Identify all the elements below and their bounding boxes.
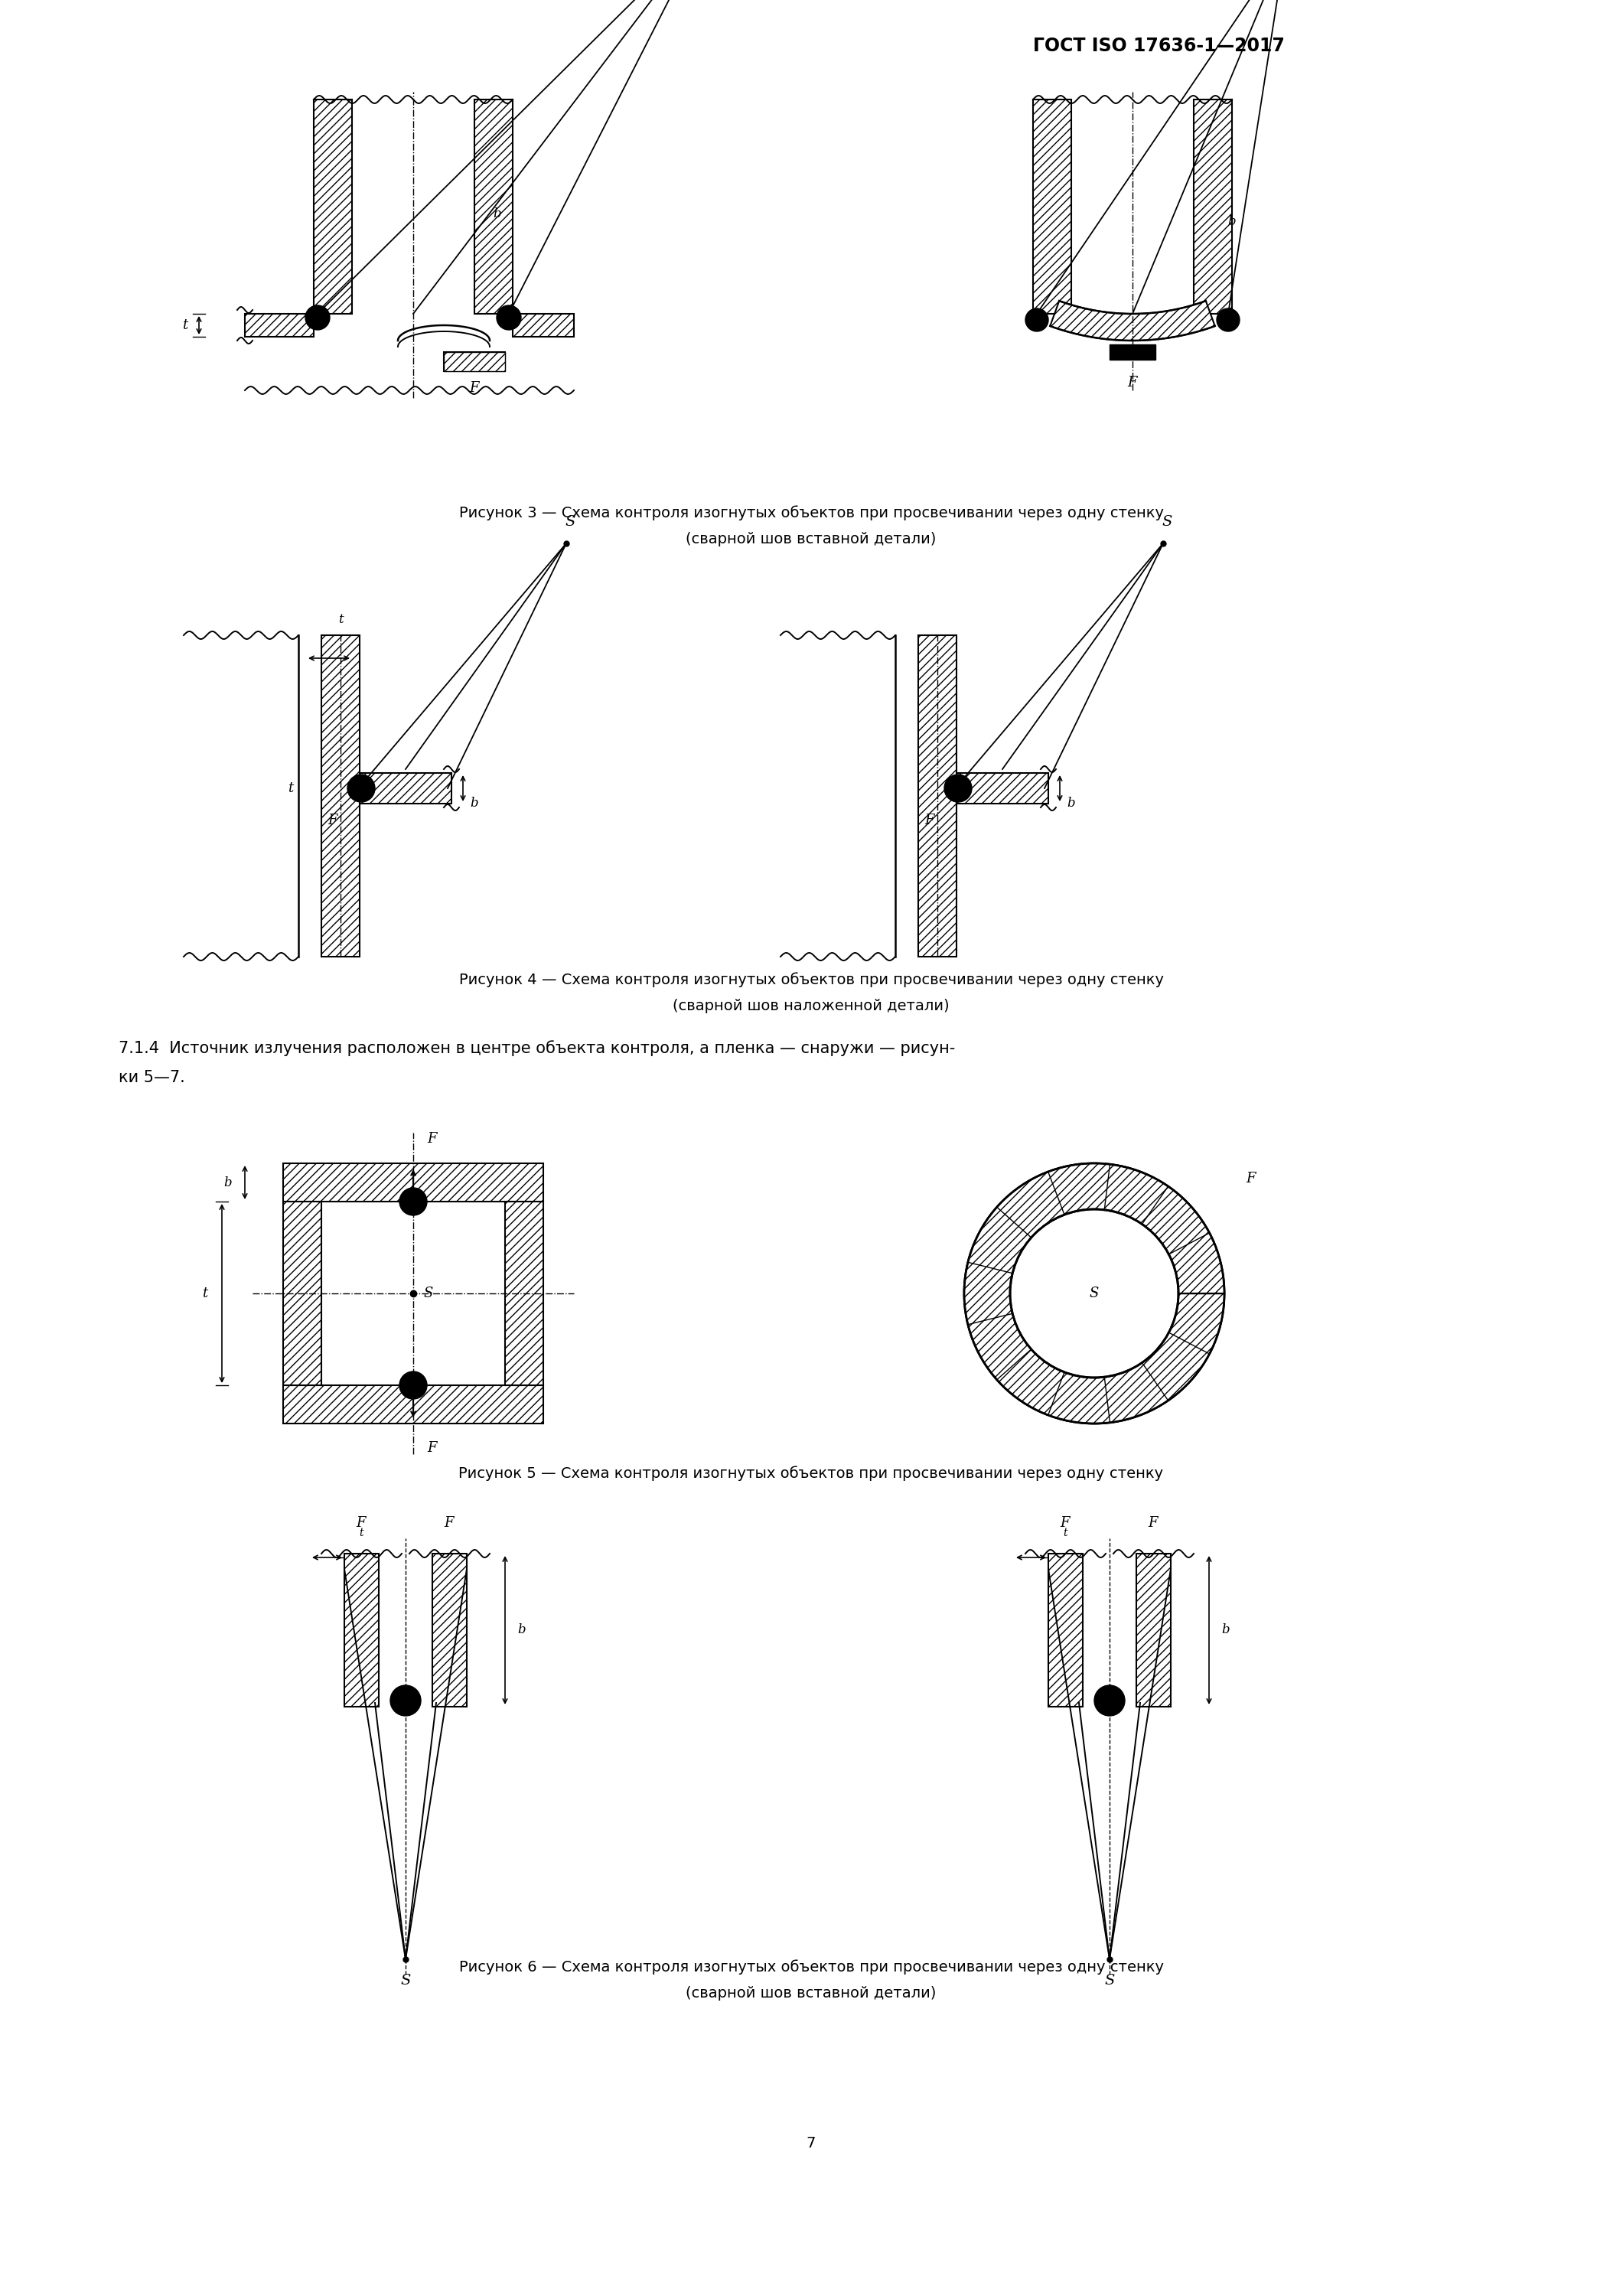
Circle shape <box>964 1164 1224 1424</box>
Text: F: F <box>1246 1171 1256 1185</box>
Text: F: F <box>357 1515 365 1529</box>
Circle shape <box>945 774 972 801</box>
Bar <box>443 351 505 372</box>
Text: Рисунок 3 — Схема контроля изогнутых объектов при просвечивании через одну стенк: Рисунок 3 — Схема контроля изогнутых объ… <box>459 505 1164 521</box>
Circle shape <box>399 1371 427 1398</box>
Circle shape <box>347 774 375 801</box>
Text: t: t <box>359 1527 364 1538</box>
Text: F: F <box>925 813 935 827</box>
Bar <box>1136 1554 1170 1706</box>
Bar <box>513 315 575 338</box>
Circle shape <box>497 305 521 331</box>
Bar <box>505 1201 544 1384</box>
Text: F: F <box>427 1442 437 1456</box>
Polygon shape <box>1050 301 1216 340</box>
Bar <box>321 636 360 957</box>
Text: F: F <box>469 381 479 395</box>
Text: b: b <box>493 209 502 220</box>
Text: t: t <box>338 613 342 627</box>
Text: t: t <box>203 1286 208 1300</box>
Text: F: F <box>1149 1515 1157 1529</box>
Polygon shape <box>964 1164 1224 1424</box>
Text: b: b <box>471 797 479 810</box>
Bar <box>282 1164 544 1201</box>
Bar <box>956 774 1048 804</box>
Text: (сварной шов вставной детали): (сварной шов вставной детали) <box>687 1986 936 2000</box>
Text: S: S <box>1104 1975 1115 1988</box>
Bar <box>245 315 313 338</box>
Text: F: F <box>328 813 338 827</box>
Text: b: b <box>1222 1623 1230 1637</box>
Circle shape <box>1010 1210 1178 1378</box>
Text: F: F <box>427 1132 437 1146</box>
Text: ки 5—7.: ки 5—7. <box>118 1070 185 1086</box>
Text: t: t <box>1063 1527 1068 1538</box>
Bar <box>443 351 505 372</box>
Circle shape <box>1217 308 1240 331</box>
Circle shape <box>1026 308 1048 331</box>
Text: t: t <box>182 319 188 333</box>
Bar <box>919 636 956 957</box>
Bar <box>282 1384 544 1424</box>
Text: t: t <box>287 781 294 794</box>
Bar <box>344 1554 378 1706</box>
Bar <box>1048 1554 1083 1706</box>
Bar <box>313 99 352 315</box>
Circle shape <box>305 305 329 331</box>
Text: F: F <box>445 1515 454 1529</box>
Text: Рисунок 6 — Схема контроля изогнутых объектов при просвечивании через одну стенк: Рисунок 6 — Схема контроля изогнутых объ… <box>459 1958 1164 1975</box>
Text: 7: 7 <box>807 2135 816 2149</box>
Text: F: F <box>1060 1515 1070 1529</box>
Bar <box>474 99 513 315</box>
Text: 7.1.4  Источник излучения расположен в центре объекта контроля, а пленка — снару: 7.1.4 Источник излучения расположен в це… <box>118 1040 956 1056</box>
Text: F: F <box>1128 377 1138 390</box>
Bar <box>1110 344 1156 360</box>
Text: S: S <box>1162 514 1172 528</box>
Circle shape <box>1094 1685 1125 1715</box>
Bar <box>360 774 451 804</box>
Bar <box>432 1554 467 1706</box>
Circle shape <box>399 1187 427 1215</box>
Bar <box>1032 99 1071 315</box>
Text: S: S <box>565 514 575 528</box>
Bar <box>282 1201 321 1384</box>
Text: Рисунок 5 — Схема контроля изогнутых объектов при просвечивании через одну стенк: Рисунок 5 — Схема контроля изогнутых объ… <box>459 1465 1164 1481</box>
Text: ГОСТ ISO 17636-1—2017: ГОСТ ISO 17636-1—2017 <box>1032 37 1285 55</box>
Text: S: S <box>424 1286 433 1300</box>
Text: S: S <box>1089 1286 1099 1300</box>
Text: b: b <box>1068 797 1076 810</box>
Text: b: b <box>518 1623 526 1637</box>
Text: b: b <box>1229 216 1237 230</box>
Text: Рисунок 4 — Схема контроля изогнутых объектов при просвечивании через одну стенк: Рисунок 4 — Схема контроля изогнутых объ… <box>459 971 1164 987</box>
Text: (сварной шов наложенной детали): (сварной шов наложенной детали) <box>674 999 949 1015</box>
Circle shape <box>390 1685 420 1715</box>
Bar <box>1195 99 1232 315</box>
Text: b: b <box>224 1176 232 1189</box>
Text: (сварной шов вставной детали): (сварной шов вставной детали) <box>687 533 936 546</box>
Text: S: S <box>401 1975 411 1988</box>
